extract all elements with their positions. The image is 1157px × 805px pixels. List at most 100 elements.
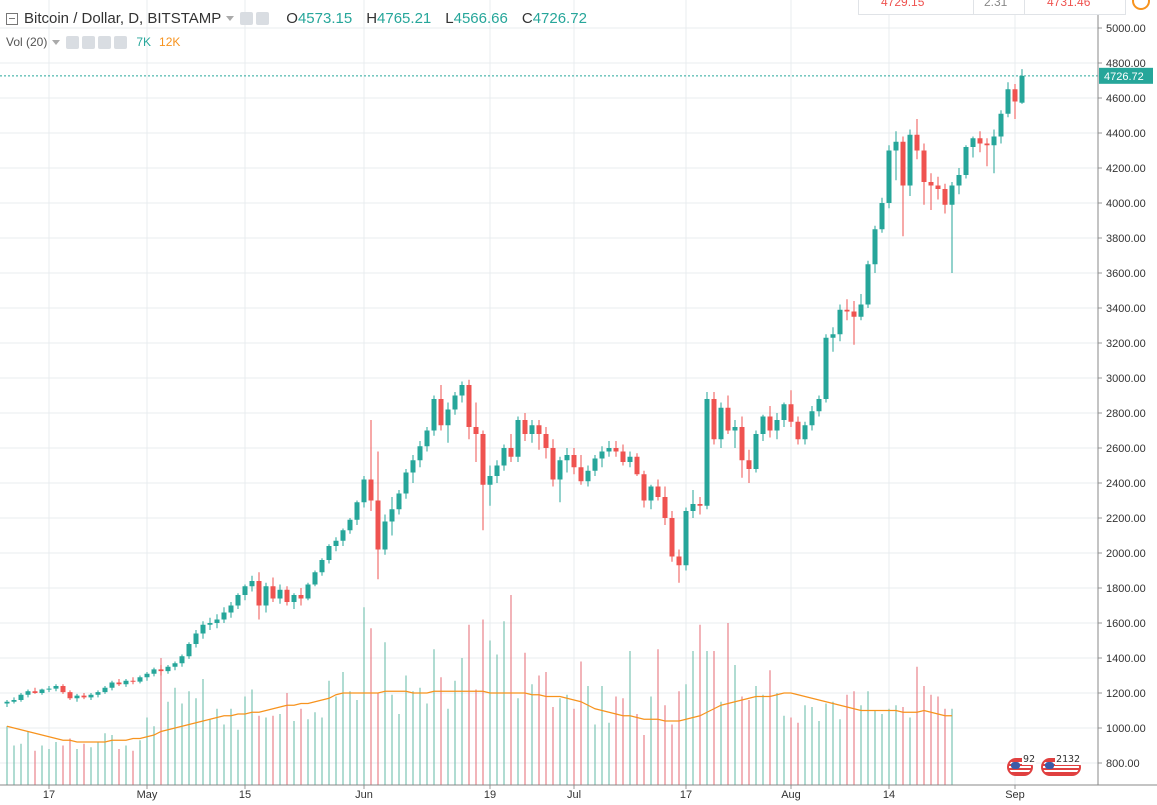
candle-body <box>697 504 703 506</box>
x-tick-label: Jun <box>355 789 373 801</box>
candle-body <box>760 416 766 434</box>
x-tick-label: 17 <box>680 789 692 801</box>
candle-body <box>690 504 696 511</box>
ask-price: 4731.46 <box>1047 0 1091 9</box>
candle-body <box>795 421 801 440</box>
candle-body <box>25 691 31 695</box>
candle-body <box>172 663 178 667</box>
candle-body <box>641 474 647 501</box>
candle-body <box>914 134 920 151</box>
candle-body <box>109 682 115 688</box>
candle-body <box>627 456 633 462</box>
candle-body <box>683 511 689 566</box>
candle-body <box>900 141 906 186</box>
candle-body <box>998 113 1004 137</box>
y-tick-label: 1600.00 <box>1106 618 1146 630</box>
candle-body <box>18 694 24 700</box>
volume-value: 7K <box>136 35 152 49</box>
candle-body <box>550 448 556 480</box>
candle-body <box>816 399 822 412</box>
candle-body <box>865 264 871 305</box>
candle-body <box>620 451 626 462</box>
candle-body <box>214 619 220 623</box>
y-tick-label: 3000.00 <box>1106 373 1146 385</box>
settings-icon[interactable] <box>82 35 96 49</box>
candle-body <box>767 416 773 431</box>
candle-body <box>522 420 528 434</box>
candle-body <box>732 427 738 431</box>
eye-icon[interactable] <box>240 12 254 25</box>
candle-body <box>970 138 976 147</box>
add-icon[interactable] <box>98 35 112 49</box>
candle-body <box>928 182 934 186</box>
candle-body <box>634 456 640 475</box>
spread-box: 2.31 <box>973 0 1025 15</box>
y-tick-label: 2200.00 <box>1106 513 1146 525</box>
symbol-title[interactable]: Bitcoin / Dollar, D, BITSTAMP <box>24 10 222 27</box>
settings-icon[interactable] <box>256 12 270 25</box>
last-price-label-bg <box>1099 67 1153 84</box>
y-tick-label: 1800.00 <box>1106 583 1146 595</box>
candle-body <box>508 448 514 457</box>
chevron-down-icon[interactable] <box>226 16 235 21</box>
candle-body <box>1005 89 1011 114</box>
candle-body <box>46 688 52 690</box>
x-tick-label: 19 <box>484 789 496 801</box>
candle-body <box>354 502 360 520</box>
volume-title[interactable]: Vol (20) <box>6 35 48 49</box>
candle-body <box>438 399 444 426</box>
candle-body <box>459 385 465 396</box>
candle-body <box>662 497 668 518</box>
y-tick-label: 4200.00 <box>1106 163 1146 175</box>
ask-box[interactable]: 4731.46 <box>1024 0 1126 15</box>
candle-body <box>326 546 332 560</box>
candle-body <box>123 680 129 685</box>
more-icon[interactable] <box>114 35 128 49</box>
candle-body <box>480 434 486 485</box>
candle-body <box>494 465 500 476</box>
candle-body <box>158 669 164 672</box>
candle-body <box>802 425 808 440</box>
bid-box[interactable]: 4729.15 <box>858 0 974 15</box>
candle-body <box>165 666 171 672</box>
candle-body <box>648 486 654 501</box>
candle-body <box>886 150 892 203</box>
eye-icon[interactable] <box>66 35 80 49</box>
candle-body <box>543 434 549 448</box>
candle-body <box>32 691 38 693</box>
candle-body <box>417 446 423 461</box>
candle-body <box>515 420 521 457</box>
candle-body <box>466 385 472 427</box>
candle-body <box>368 479 374 501</box>
candle-body <box>711 399 717 440</box>
candle-body <box>424 430 430 447</box>
candle-body <box>4 701 10 704</box>
candle-body <box>669 518 675 557</box>
candle-body <box>788 404 794 422</box>
candle-body <box>74 695 80 699</box>
candle-body <box>298 595 304 599</box>
event-count-badge: 2132 <box>1055 754 1082 765</box>
candle-body <box>137 677 143 682</box>
candle-body <box>844 309 850 312</box>
candle-body <box>977 138 983 144</box>
candle-body <box>571 455 577 468</box>
candle-body <box>102 687 108 693</box>
collapse-icon[interactable] <box>6 12 18 25</box>
x-tick-label: May <box>137 789 158 801</box>
candle-body <box>774 420 780 431</box>
candle-body <box>599 451 605 459</box>
high-value: 4765.21 <box>377 10 432 27</box>
volume-legend: Vol (20) 7K 12K <box>6 35 180 49</box>
candle-body <box>242 586 248 595</box>
candle-body <box>389 509 395 522</box>
candle-body <box>858 304 864 317</box>
alert-clock-icon[interactable] <box>1132 0 1150 10</box>
y-tick-label: 3600.00 <box>1106 268 1146 280</box>
chevron-down-icon[interactable] <box>52 39 61 45</box>
candle-body <box>221 612 227 620</box>
candle-body <box>592 458 598 471</box>
candle-body <box>431 399 437 431</box>
candle-body <box>319 560 325 573</box>
